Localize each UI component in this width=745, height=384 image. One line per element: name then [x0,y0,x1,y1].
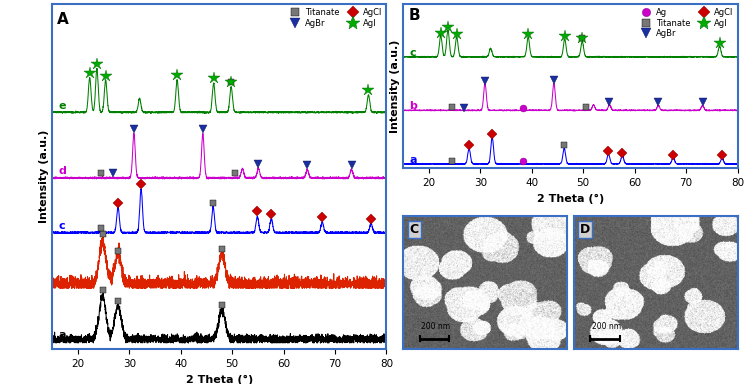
Text: b: b [58,276,66,286]
Legend: Titanate, AgBr, AgCl, AgI: Titanate, AgBr, AgCl, AgI [283,5,386,31]
Text: C: C [410,223,419,236]
Text: B: B [408,8,420,23]
Text: e: e [58,101,66,111]
Text: 200 nm: 200 nm [421,322,451,331]
Text: 200 nm: 200 nm [592,322,621,331]
X-axis label: 2 Theta (°): 2 Theta (°) [536,194,604,204]
X-axis label: 2 Theta (°): 2 Theta (°) [186,375,253,384]
Text: b: b [410,101,417,111]
Text: c: c [410,48,416,58]
Text: c: c [58,221,65,231]
Text: A: A [57,13,69,28]
Y-axis label: Intensity (a.u.): Intensity (a.u.) [390,40,400,133]
Text: d: d [58,166,66,176]
Text: a: a [58,330,66,340]
Text: a: a [410,155,417,165]
Legend: Ag, Titanate, AgBr, AgCl, AgI: Ag, Titanate, AgBr, AgCl, AgI [635,5,737,42]
Text: D: D [580,223,591,236]
Y-axis label: Intensity (a.u.): Intensity (a.u.) [39,130,49,223]
